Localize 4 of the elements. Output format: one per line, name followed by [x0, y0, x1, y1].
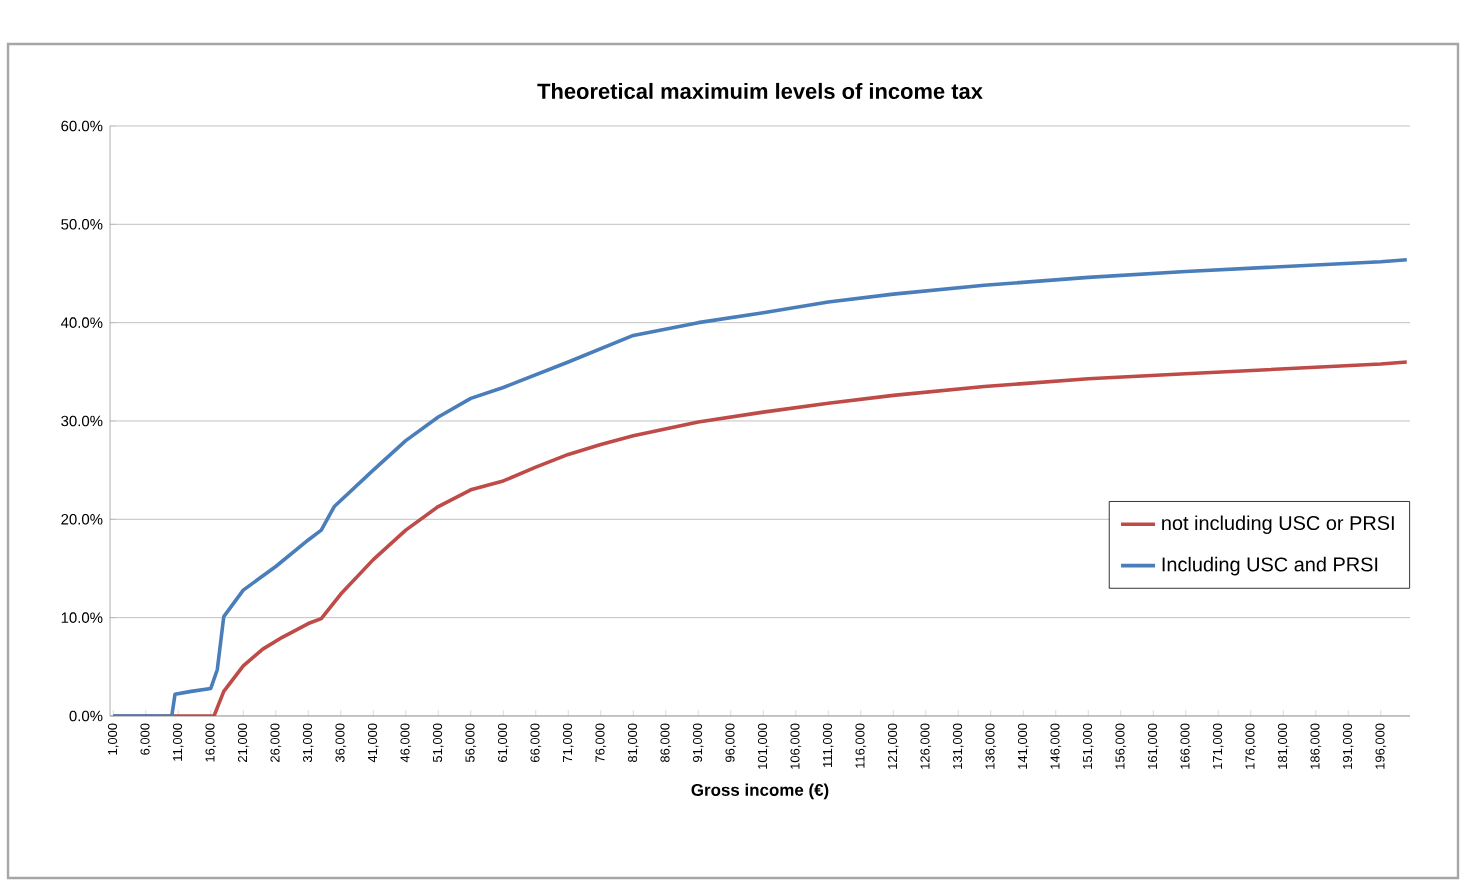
x-axis-title: Gross income (€): [691, 783, 829, 800]
legend-label: not including USC or PRSI: [1162, 515, 1394, 535]
legend-label: Including USC and PRSI: [1162, 556, 1378, 576]
chart-title: Theoretical maximuim levels of income tax: [537, 82, 983, 99]
